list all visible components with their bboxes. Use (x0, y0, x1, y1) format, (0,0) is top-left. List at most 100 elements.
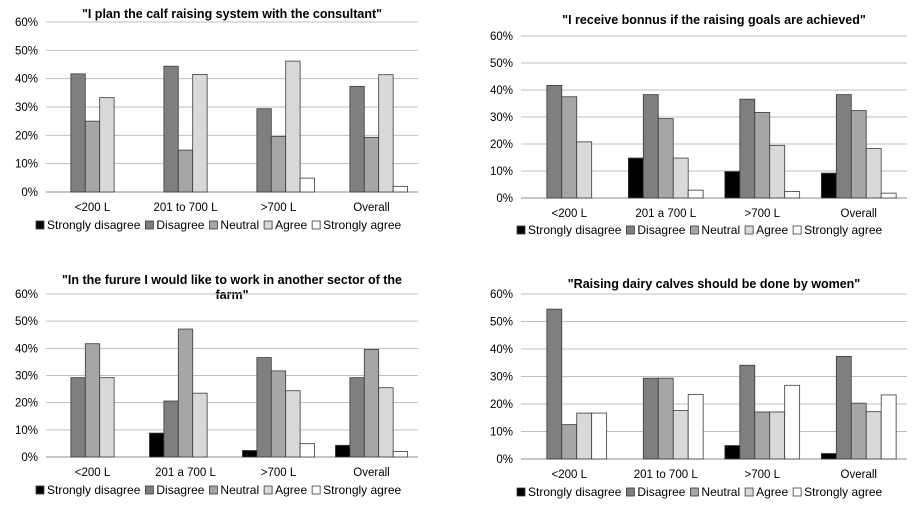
x-category-label: 201 to 700 L (154, 202, 219, 214)
chart-title: "Raising dairy calves should be done by … (568, 277, 861, 291)
legend-label: Strongly disagree (47, 218, 141, 232)
legend-swatch (35, 220, 45, 230)
x-category-label: 201 to 700 L (634, 469, 699, 481)
x-category-label: >700 L (261, 202, 297, 214)
legend-swatch (744, 487, 754, 497)
legend-label: Strongly agree (323, 218, 401, 232)
legend-label: Agree (756, 223, 788, 237)
bar (739, 364, 756, 460)
bar (672, 157, 689, 199)
legend-label: Disagree (156, 483, 204, 497)
bar (865, 411, 882, 460)
bar (378, 74, 394, 193)
bar (642, 94, 659, 199)
legend-label: Agree (275, 483, 307, 497)
chart-panel-receive-bonus: "I receive bonnus if the raising goals a… (463, 0, 923, 250)
bar (84, 343, 101, 458)
y-tick-label: 10% (15, 159, 38, 171)
legend-label: Neutral (701, 485, 740, 499)
y-tick-label: 30% (15, 102, 38, 114)
legend-label: Strongly disagree (47, 483, 141, 497)
bar (724, 445, 741, 460)
legend-swatch (516, 487, 526, 497)
x-category-label: <200 L (75, 467, 111, 479)
legend-swatch (690, 487, 699, 497)
bar (642, 377, 659, 460)
legend-label: Agree (756, 485, 788, 499)
legend-swatch (792, 487, 802, 497)
x-category-label: >700 L (745, 469, 781, 481)
legend-swatch (263, 485, 273, 495)
bar (739, 98, 756, 199)
y-tick-label: 20% (490, 139, 513, 151)
y-tick-label: 50% (490, 317, 513, 329)
bar-chart-svg: "Raising dairy calves should be done by … (490, 277, 907, 499)
bar (657, 377, 674, 460)
x-category-label: <200 L (552, 469, 588, 481)
bar (754, 112, 771, 199)
bar (163, 400, 179, 458)
bar (850, 402, 867, 460)
bar-chart-svg: "In the furure I would like to work in a… (15, 273, 418, 497)
legend-swatch (516, 225, 526, 235)
legend-swatch (35, 485, 45, 495)
bar (850, 110, 867, 199)
y-tick-label: 60% (490, 289, 513, 301)
chart-title: farm" (215, 288, 248, 302)
x-category-label: Overall (841, 208, 877, 220)
bar (192, 392, 208, 458)
legend-swatch (311, 485, 321, 495)
bar (754, 411, 771, 460)
bar (880, 192, 897, 199)
legend-swatch (625, 225, 635, 235)
y-tick-label: 50% (15, 45, 38, 57)
legend-swatch (311, 220, 321, 230)
legend-swatch (144, 485, 154, 495)
x-category-label: Overall (353, 467, 389, 479)
legend-label: Strongly agree (804, 223, 882, 237)
y-tick-label: 10% (15, 425, 38, 437)
x-category-label: 201 a 700 L (635, 208, 696, 220)
y-tick-label: 0% (21, 452, 38, 464)
bar (576, 412, 593, 460)
y-tick-label: 0% (21, 187, 38, 199)
bar (70, 377, 86, 458)
bar (784, 384, 801, 460)
bar (256, 357, 272, 458)
chart-title: "I plan the calf raising system with the… (82, 7, 382, 21)
legend-swatch (625, 487, 635, 497)
bar (177, 149, 194, 193)
y-tick-label: 60% (15, 289, 38, 301)
bar (769, 144, 786, 199)
legend-label: Strongly disagree (528, 485, 622, 499)
bar (270, 370, 287, 458)
bar (349, 85, 365, 193)
bar (687, 189, 704, 199)
bar (392, 185, 408, 193)
bar (672, 410, 689, 460)
y-tick-label: 20% (490, 399, 513, 411)
x-category-label: Overall (353, 202, 389, 214)
bar (657, 118, 674, 199)
x-category-label: 201 a 700 L (155, 467, 216, 479)
y-tick-label: 20% (15, 398, 38, 410)
bar (99, 377, 115, 458)
bar (84, 120, 101, 193)
legend-swatch (144, 220, 154, 230)
bar (576, 141, 593, 199)
legend-swatch (209, 220, 218, 230)
bar (256, 108, 272, 193)
y-tick-label: 50% (15, 316, 38, 328)
y-tick-label: 40% (490, 344, 513, 356)
x-category-label: >700 L (745, 208, 781, 220)
legend-swatch (690, 225, 699, 235)
bar (724, 171, 741, 199)
x-category-label: <200 L (552, 208, 588, 220)
legend-label: Disagree (637, 223, 685, 237)
bar (285, 60, 301, 193)
bar (835, 356, 852, 460)
legend-label: Strongly disagree (528, 223, 622, 237)
y-tick-label: 40% (15, 74, 38, 86)
bar (149, 432, 165, 458)
y-tick-label: 50% (490, 58, 513, 70)
